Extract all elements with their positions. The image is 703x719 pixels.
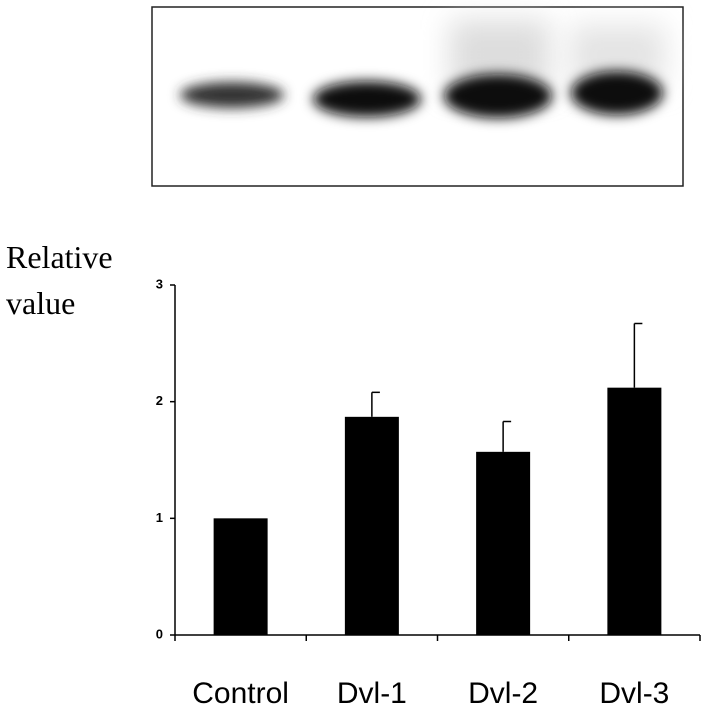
x-tick-label: Dvl-2: [468, 677, 538, 710]
bar: [476, 451, 531, 635]
x-tick-label: Dvl-3: [599, 677, 669, 710]
y-tick-label: 3: [156, 276, 163, 291]
y-tick-label: 1: [156, 510, 163, 525]
y-tick-label: 2: [156, 393, 163, 408]
y-axis-label: Relative value: [6, 239, 113, 321]
blot-image: [151, 6, 684, 187]
bar: [344, 416, 399, 635]
bar: [607, 387, 662, 635]
x-tick-label: Dvl-1: [337, 677, 407, 710]
y-tick-label: 0: [156, 626, 163, 641]
bar: [213, 518, 268, 635]
x-tick-label: Control: [192, 677, 289, 710]
